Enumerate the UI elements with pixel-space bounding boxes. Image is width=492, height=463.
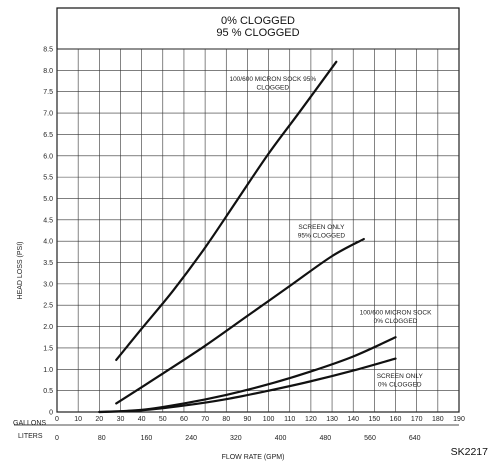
series-label: 95% CLOGGED [298,233,346,240]
x-tick-label-gallons: 170 [411,416,423,423]
y-tick-label: 8.5 [43,47,53,54]
chart-grid [14,7,460,426]
y-tick-label: 0.5 [43,388,53,395]
x-tick-label-gallons: 150 [369,416,381,423]
x-tick-label-gallons: 30 [117,416,125,423]
x-tick-label-gallons: 100 [263,416,275,423]
series-label: 0% CLOGGED [374,318,418,325]
series-line [98,357,397,414]
series-label: SCREEN ONLY [298,224,345,231]
y-tick-label: 5.0 [43,196,53,203]
chart-title-line: 95 % CLOGGED [216,27,299,39]
series-label: 100/600 MICRON SOCK [360,310,433,317]
x-tick-label-liters: 240 [185,435,197,442]
y-tick-label: 4.0 [43,239,53,246]
series-line [115,60,338,361]
y-tick-label: 6.5 [43,132,53,139]
series-label: 100/600 MICRON SOCK 95% [229,76,316,83]
gallons-row-label: GALLONS [13,420,46,427]
x-tick-label-gallons: 140 [347,416,359,423]
x-tick-label-gallons: 70 [201,416,209,423]
x-tick-label-gallons: 180 [432,416,444,423]
series-label: 0% CLOGGED [378,381,422,388]
series-layer [98,60,397,414]
x-tick-label-gallons: 130 [326,416,338,423]
x-tick-label-gallons: 80 [222,416,230,423]
series-line [115,237,365,405]
y-tick-label: 4.5 [43,217,53,224]
x-tick-label-gallons: 90 [244,416,252,423]
x-tick-label-gallons: 60 [180,416,188,423]
y-tick-label: 8.0 [43,68,53,75]
x-tick-label-liters: 480 [319,435,331,442]
y-tick-label: 5.5 [43,175,53,182]
y-tick-label: 0 [49,410,53,417]
x-tick-label-gallons: 110 [284,416,295,423]
x-tick-label-gallons: 0 [55,416,59,423]
y-tick-label: 7.0 [43,111,53,118]
x-tick-label-liters: 400 [275,435,287,442]
y-tick-label: 7.5 [43,89,53,96]
series-label: CLOGGED [257,85,290,92]
x-tick-label-gallons: 160 [390,416,402,423]
liters-row-label: LITERS [18,433,43,440]
chart-title-line: 0% CLOGGED [221,15,295,27]
y-tick-label: 2.5 [43,303,53,310]
x-tick-label-gallons: 20 [95,416,103,423]
x-tick-label-gallons: 10 [74,416,82,423]
y-tick-label: 1.0 [43,367,53,374]
y-tick-label: 2.0 [43,324,53,331]
x-tick-label-liters: 0 [55,435,59,442]
y-axis-label: HEAD LOSS (PSI) [17,242,24,300]
y-tick-label: 6.0 [43,153,53,160]
series-label: SCREEN ONLY [377,373,424,380]
x-tick-label-liters: 320 [230,435,242,442]
y-tick-label: 1.5 [43,345,53,352]
x-tick-label-liters: 160 [141,435,153,442]
y-tick-label: 3.5 [43,260,53,267]
x-axis-label: FLOW RATE (GPM) [222,454,285,461]
x-tick-label-gallons: 120 [305,416,317,423]
x-tick-label-gallons: 40 [138,416,146,423]
x-tick-label-gallons: 190 [453,416,465,423]
x-tick-label-gallons: 50 [159,416,167,423]
x-tick-label-liters: 80 [98,435,106,442]
x-tick-label-liters: 560 [364,435,376,442]
chart-frame [56,7,460,413]
figure-code: SK2217 [451,446,489,458]
x-tick-label-liters: 640 [409,435,421,442]
y-tick-label: 3.0 [43,281,53,288]
